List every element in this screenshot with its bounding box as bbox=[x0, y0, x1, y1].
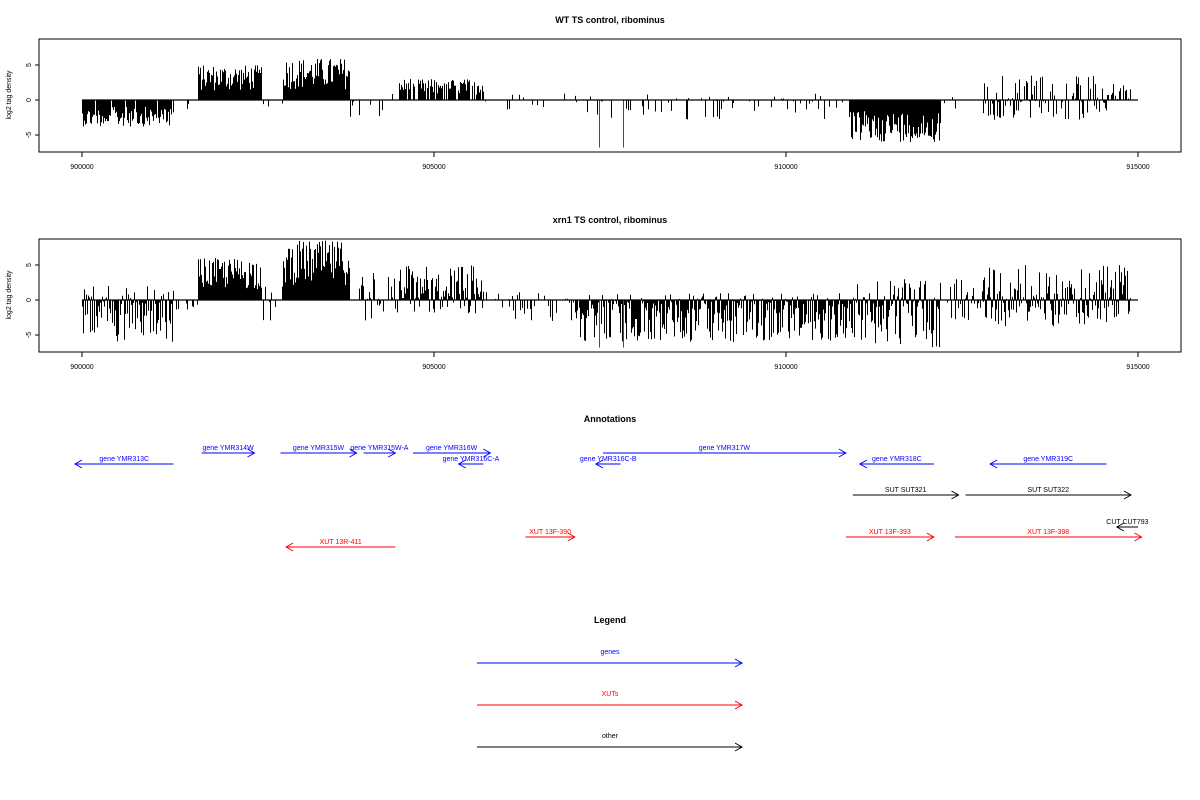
xrn1-x-tick-label: 900000 bbox=[70, 364, 93, 371]
annotation-feature-arrow-head bbox=[285, 542, 294, 552]
annotation-feature: gene YMR315W bbox=[280, 445, 358, 458]
annotation-feature-label: gene YMR318C bbox=[872, 456, 922, 463]
wt-track-ylabel: log2 tag density bbox=[6, 70, 13, 120]
annotation-feature-arrow-head bbox=[247, 448, 256, 458]
annotations-title: Annotations bbox=[584, 414, 637, 424]
xrn1-track-x-axis: 900000 905000 910000 915000 bbox=[70, 351, 1150, 371]
legend-item-xut: XUTs bbox=[477, 691, 744, 710]
annotation-features: gene YMR313C gene YMR314W gene YMR315W gene… bbox=[73, 445, 1149, 552]
annotation-feature-label: XUT 13F-390 bbox=[529, 529, 571, 536]
annotation-feature: XUT 13F-390 bbox=[525, 529, 576, 542]
legend-label: other bbox=[602, 733, 619, 740]
annotation-feature-label: gene YMR315W bbox=[293, 445, 345, 452]
xrn1-y-tick-label: 5 bbox=[26, 263, 33, 267]
annotation-feature: gene YMR316C-A bbox=[443, 456, 500, 469]
xrn1-y-tick-label: 0 bbox=[26, 298, 33, 302]
annotation-feature: gene YMR316C-B bbox=[580, 456, 637, 469]
annotation-feature-label: gene YMR314W bbox=[202, 445, 254, 452]
xrn1-y-tick-label: -5 bbox=[26, 332, 33, 338]
wt-x-tick-label: 900000 bbox=[70, 164, 93, 171]
wt-track-highlight-bars bbox=[599, 100, 624, 148]
wt-track-y-axis: 5 0 -5 bbox=[26, 63, 39, 138]
annotation-feature: gene YMR318C bbox=[858, 456, 934, 469]
annotation-feature-arrow-head bbox=[858, 459, 868, 469]
annotation-feature-arrow-head bbox=[349, 448, 358, 458]
annotation-feature: SUT SUT322 bbox=[965, 487, 1132, 500]
legend-arrow-head bbox=[734, 742, 744, 752]
wt-track-x-axis: 900000 905000 910000 915000 bbox=[70, 151, 1150, 171]
annotation-feature-label: gene YMR317W bbox=[699, 445, 751, 452]
xrn1-track-highlight-bars bbox=[599, 300, 624, 348]
annotation-feature-arrow-head bbox=[73, 459, 83, 469]
annotation-feature-arrow-head bbox=[989, 459, 998, 469]
annotation-feature-label: gene YMR313C bbox=[99, 456, 149, 463]
annotation-feature-arrow-head bbox=[594, 459, 604, 469]
xrn1-track-y-axis: 5 0 -5 bbox=[26, 263, 39, 338]
annotation-feature-arrow-head bbox=[838, 448, 847, 458]
annotation-feature-label: SUT SUT322 bbox=[1027, 487, 1069, 494]
xrn1-x-tick-label: 915000 bbox=[1126, 364, 1149, 371]
annotation-feature: SUT SUT321 bbox=[852, 487, 960, 500]
annotation-feature-label: gene YMR316C-B bbox=[580, 456, 637, 463]
wt-y-tick-label: -5 bbox=[26, 132, 33, 138]
annotation-feature-arrow-head bbox=[1115, 522, 1125, 532]
annotation-feature-arrow-head bbox=[457, 459, 466, 469]
wt-y-tick-label: 5 bbox=[26, 63, 33, 67]
annotation-feature-arrow-head bbox=[951, 490, 960, 500]
xrn1-track-bars bbox=[82, 240, 1131, 348]
annotation-feature-arrow-head bbox=[1134, 532, 1143, 542]
annotation-feature-label: gene YMR316C-A bbox=[443, 456, 500, 463]
annotation-feature-label: CUT CUT793 bbox=[1106, 519, 1148, 526]
legend-label: genes bbox=[600, 649, 620, 656]
annotation-feature-arrow-head bbox=[1123, 490, 1132, 500]
annotation-feature: gene YMR313C bbox=[73, 456, 174, 469]
legend-label: XUTs bbox=[602, 691, 619, 698]
xrn1-track-panel: xrn1 TS control, ribominus log2 tag dens… bbox=[6, 215, 1182, 371]
annotation-feature-arrow-head bbox=[567, 532, 576, 542]
annotation-feature: CUT CUT793 bbox=[1106, 519, 1149, 532]
legend-item-other: other bbox=[477, 733, 744, 752]
annotation-feature: gene YMR317W bbox=[602, 445, 847, 458]
xrn1-track-title: xrn1 TS control, ribominus bbox=[553, 215, 668, 225]
annotation-feature-arrow-head bbox=[926, 532, 935, 542]
legend-item-gene: genes bbox=[477, 649, 744, 668]
annotation-feature-arrow-head bbox=[388, 448, 397, 458]
wt-track-title: WT TS control, ribominus bbox=[555, 15, 665, 25]
wt-x-tick-label: 910000 bbox=[774, 164, 797, 171]
annotation-feature-label: gene YMR319C bbox=[1023, 456, 1073, 463]
annotation-feature-label: SUT SUT321 bbox=[885, 487, 927, 494]
annotation-feature-label: gene YMR316W bbox=[426, 445, 478, 452]
xrn1-track-ylabel: log2 tag density bbox=[6, 270, 13, 320]
annotation-feature: XUT 13F-398 bbox=[954, 529, 1143, 542]
annotation-feature: gene YMR315W-A bbox=[350, 445, 409, 458]
legend-arrow-head bbox=[734, 658, 744, 668]
legend-panel: Legend genes XUTs other bbox=[477, 615, 744, 752]
xrn1-x-tick-label: 910000 bbox=[774, 364, 797, 371]
wt-track-bars bbox=[82, 59, 1131, 142]
legend-items: genes XUTs other bbox=[477, 649, 744, 752]
wt-track-panel: WT TS control, ribominus log2 tag densit… bbox=[6, 15, 1182, 171]
wt-x-tick-label: 905000 bbox=[422, 164, 445, 171]
annotation-feature: gene YMR316W bbox=[412, 445, 492, 458]
annotation-feature: XUT 13F-393 bbox=[845, 529, 935, 542]
annotation-feature: gene YMR319C bbox=[989, 456, 1107, 469]
annotation-feature: XUT 13R-411 bbox=[285, 539, 396, 552]
annotation-feature-label: XUT 13F-393 bbox=[869, 529, 911, 536]
annotation-feature-label: XUT 13F-398 bbox=[1027, 529, 1069, 536]
annotation-feature-label: XUT 13R-411 bbox=[320, 539, 362, 546]
annotation-feature-arrow-head bbox=[483, 448, 492, 458]
wt-y-tick-label: 0 bbox=[26, 98, 33, 102]
xrn1-x-tick-label: 905000 bbox=[422, 364, 445, 371]
legend-arrow-head bbox=[734, 700, 744, 710]
wt-x-tick-label: 915000 bbox=[1126, 164, 1149, 171]
annotation-feature: gene YMR314W bbox=[201, 445, 256, 458]
annotation-feature-label: gene YMR315W-A bbox=[350, 445, 408, 452]
legend-title: Legend bbox=[594, 615, 626, 625]
